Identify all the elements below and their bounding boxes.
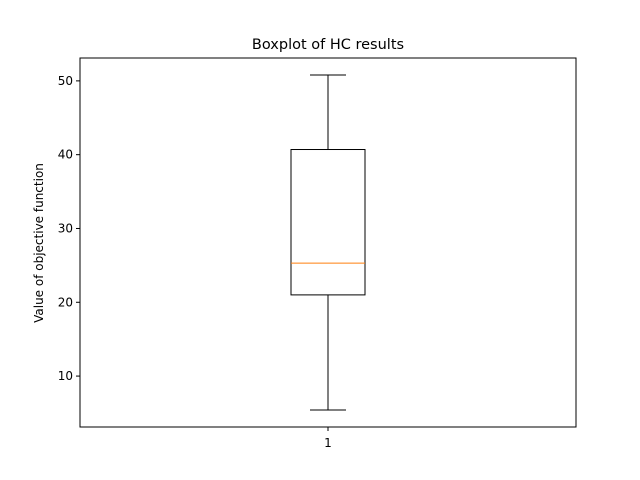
y-axis-label: Value of objective function: [32, 163, 46, 323]
y-tick-label: 50: [58, 74, 73, 88]
chart-title: Boxplot of HC results: [252, 37, 404, 53]
axes-frame: [79, 57, 577, 428]
y-tick-label: 20: [58, 295, 73, 309]
plot-area: 10 20 30 40 50 1: [58, 74, 366, 450]
box-iqr: [290, 149, 366, 296]
y-tick-label: 30: [58, 221, 73, 235]
y-tick-label: 40: [58, 148, 73, 162]
x-tick-label: 1: [324, 436, 332, 450]
y-tick-label: 10: [58, 369, 73, 383]
